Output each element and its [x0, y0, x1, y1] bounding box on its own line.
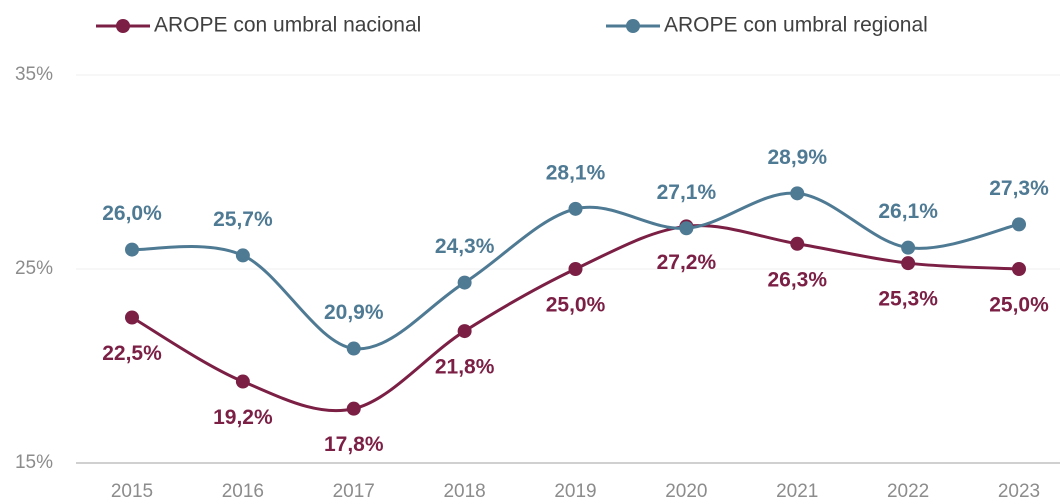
value-label: 28,1%	[546, 161, 606, 184]
point	[1012, 217, 1026, 232]
x-tick-label: 2015	[111, 481, 153, 502]
x-tick-label: 2020	[665, 481, 707, 502]
value-label: 26,3%	[767, 268, 827, 291]
legend-label: AROPE con umbral nacional	[154, 14, 421, 37]
point	[901, 256, 916, 271]
point	[568, 201, 583, 216]
value-label: 25,7%	[213, 208, 273, 231]
value-label: 27,3%	[989, 177, 1049, 200]
value-label: 17,8%	[324, 433, 384, 456]
legend-marker	[116, 19, 130, 33]
value-label: 22,5%	[102, 342, 162, 365]
point	[457, 275, 472, 290]
x-tick-label: 2023	[998, 481, 1040, 502]
x-tick-label: 2022	[887, 481, 929, 502]
point	[235, 374, 250, 389]
x-tick-label: 2019	[554, 481, 596, 502]
y-tick-label: 25%	[15, 258, 53, 279]
x-tick-label: 2017	[333, 481, 375, 502]
point	[568, 262, 583, 276]
point	[125, 242, 139, 257]
point	[457, 324, 472, 339]
x-tick-label: 2016	[222, 481, 264, 502]
value-label: 27,2%	[657, 251, 717, 274]
legend-marker	[626, 19, 640, 33]
value-label: 21,8%	[435, 356, 495, 379]
point	[679, 221, 694, 236]
legend-label: AROPE con umbral regional	[664, 14, 928, 37]
value-label: 25,0%	[989, 294, 1049, 317]
value-label: 27,1%	[657, 181, 717, 204]
value-label: 26,0%	[102, 202, 162, 225]
value-label: 26,1%	[878, 200, 938, 223]
point	[790, 186, 805, 201]
value-label: 28,9%	[767, 146, 827, 169]
point	[790, 236, 805, 251]
series-line	[131, 224, 1020, 413]
value-label: 19,2%	[213, 406, 273, 429]
value-label: 20,9%	[324, 301, 384, 324]
y-tick-label: 35%	[15, 64, 53, 85]
point	[1012, 262, 1026, 276]
point	[235, 248, 250, 263]
value-label: 24,3%	[435, 235, 495, 258]
point	[346, 401, 361, 416]
x-tick-label: 2021	[776, 481, 818, 502]
point	[901, 240, 916, 255]
point	[125, 310, 139, 325]
value-label: 25,0%	[546, 294, 606, 317]
y-tick-label: 15%	[15, 452, 53, 473]
value-label: 25,3%	[878, 288, 938, 311]
x-tick-label: 2018	[443, 481, 485, 502]
point	[346, 341, 361, 356]
